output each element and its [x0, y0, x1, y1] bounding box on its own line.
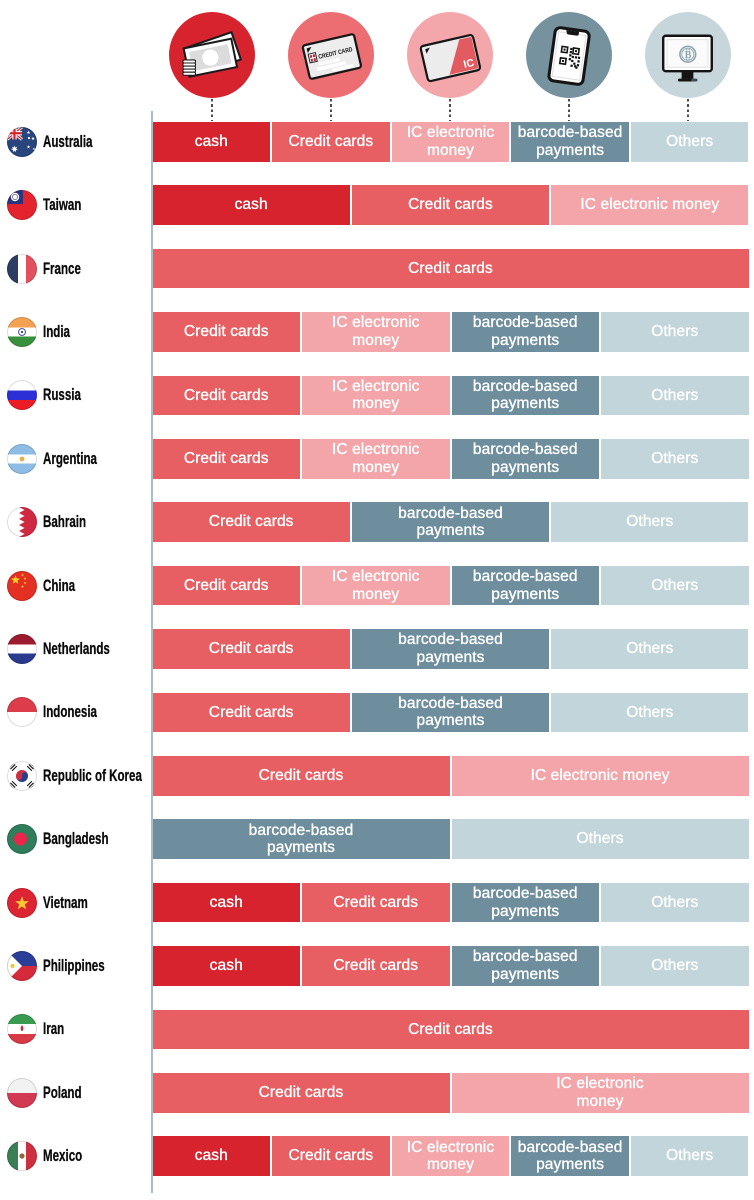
svg-text:IC: IC: [462, 57, 475, 71]
svg-text:B: B: [685, 50, 692, 61]
